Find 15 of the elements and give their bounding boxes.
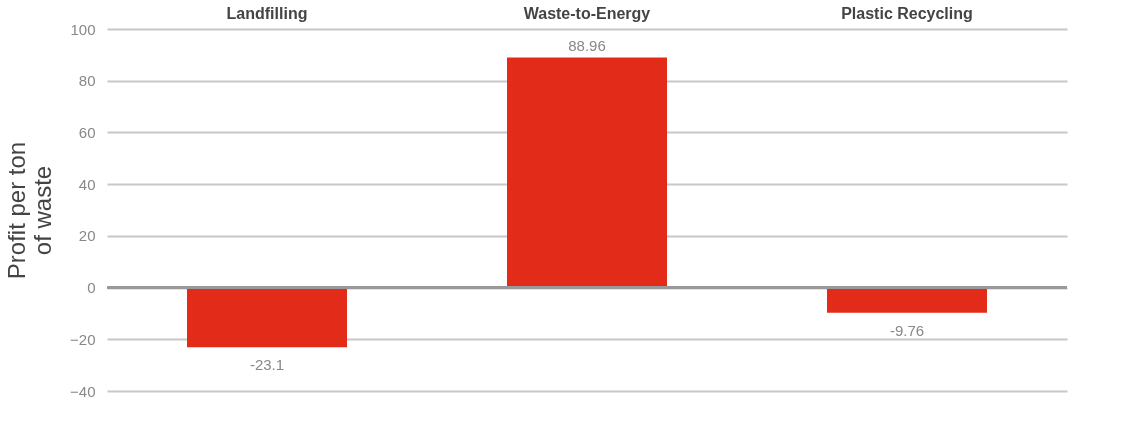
- x-tick-label: Landfilling: [226, 4, 308, 22]
- data-label: -23.1: [249, 356, 285, 374]
- y-tick-label: −40: [70, 382, 96, 400]
- y-tick-label: 100: [70, 20, 96, 38]
- y-tick-label: −20: [70, 330, 96, 348]
- y-tick-label: 80: [78, 72, 96, 90]
- x-tick-label: Plastic Recycling: [841, 4, 973, 22]
- data-label: -9.76: [889, 321, 925, 339]
- y-tick-label: 0: [87, 279, 96, 297]
- y-tick-label: 60: [78, 123, 96, 141]
- x-tick-label: Waste-to-Energy: [523, 4, 651, 22]
- y-tick-label: 20: [78, 227, 96, 245]
- y-tick-label: 40: [78, 175, 96, 193]
- y-axis-title: Profit per ton of waste: [3, 141, 57, 280]
- data-label: 88.96: [568, 36, 606, 54]
